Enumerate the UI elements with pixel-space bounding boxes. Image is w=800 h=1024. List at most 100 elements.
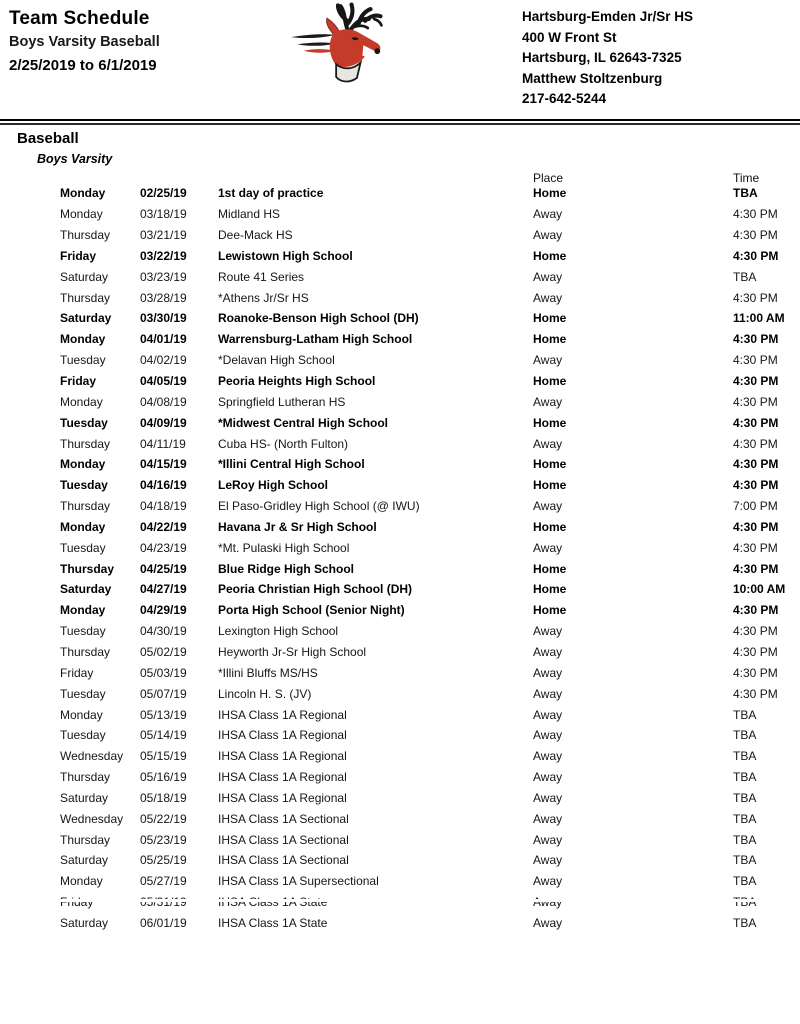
cell-time: 7:00 PM	[733, 499, 778, 514]
cell-date: 04/18/19	[140, 499, 187, 514]
cell-day: Friday	[60, 248, 97, 263]
cell-place: Away	[533, 853, 563, 868]
table-row: Thursday 04/11/19 Cuba HS- (North Fulton…	[0, 433, 800, 454]
cell-day: Friday	[60, 895, 94, 910]
table-row: Tuesday 04/30/19 Lexington High School A…	[0, 621, 800, 642]
table-row: Saturday 04/27/19 Peoria Christian High …	[0, 579, 800, 600]
cell-time: TBA	[733, 853, 757, 868]
page-title: Team Schedule	[9, 8, 150, 29]
cell-day: Saturday	[60, 582, 112, 597]
cell-date: 04/01/19	[140, 332, 187, 347]
cell-place: Home	[533, 478, 567, 493]
cell-date: 05/31/19	[140, 895, 187, 910]
cell-day: Tuesday	[60, 624, 106, 639]
cell-day: Saturday	[60, 311, 112, 326]
cell-place: Away	[533, 665, 563, 680]
cell-time: TBA	[733, 269, 757, 284]
cell-day: Saturday	[60, 853, 109, 868]
cell-date: 05/25/19	[140, 853, 187, 868]
cell-time: 4:30 PM	[733, 290, 778, 305]
cell-date: 05/23/19	[140, 832, 187, 847]
cell-place: Home	[533, 415, 567, 430]
cell-event: Peoria Heights High School	[218, 374, 376, 389]
table-row: Monday 03/18/19 Midland HS Away 4:30 PM	[0, 204, 800, 225]
stag-mascot-icon	[286, 0, 408, 86]
cell-place: Away	[533, 624, 563, 639]
cell-day: Monday	[60, 186, 106, 201]
cell-event: IHSA Class 1A Sectional	[218, 811, 349, 826]
cell-day: Monday	[60, 874, 103, 889]
cell-place: Home	[533, 332, 567, 347]
cell-event: Porta High School (Senior Night)	[218, 603, 405, 618]
cell-date: 04/08/19	[140, 394, 187, 409]
table-row: Monday 04/15/19 *Illini Central High Sch…	[0, 454, 800, 475]
cell-time: 4:30 PM	[733, 248, 779, 263]
table-row: Thursday 03/28/19 *Athens Jr/Sr HS Away …	[0, 287, 800, 308]
cell-time: TBA	[733, 874, 757, 889]
cell-event: IHSA Class 1A State	[218, 915, 328, 930]
cell-event: *Mt. Pulaski High School	[218, 540, 350, 555]
cell-time: 4:30 PM	[733, 686, 778, 701]
cell-time: 4:30 PM	[733, 374, 779, 389]
cell-day: Tuesday	[60, 353, 106, 368]
cell-event: Peoria Christian High School (DH)	[218, 582, 413, 597]
cell-day: Saturday	[60, 790, 109, 805]
cell-event: Dee-Mack HS	[218, 228, 293, 243]
cell-day: Thursday	[60, 228, 111, 243]
table-row: Thursday 05/23/19 IHSA Class 1A Sectiona…	[0, 829, 800, 850]
cell-event: *Illini Central High School	[218, 457, 365, 472]
table-row: Tuesday 04/23/19 *Mt. Pulaski High Schoo…	[0, 537, 800, 558]
cell-place: Away	[533, 269, 563, 284]
table-row: Monday 02/25/19 1st day of practice Home…	[0, 183, 800, 204]
cell-date: 03/28/19	[140, 290, 187, 305]
cell-date: 04/09/19	[140, 415, 187, 430]
header-divider	[0, 119, 800, 125]
cell-day: Monday	[60, 519, 106, 534]
cell-place: Away	[533, 790, 563, 805]
contact-name: Matthew Stoltzenburg	[522, 70, 663, 86]
table-row: Thursday 03/21/19 Dee-Mack HS Away 4:30 …	[0, 225, 800, 246]
cell-time: 4:30 PM	[733, 519, 779, 534]
cell-day: Wednesday	[60, 811, 124, 826]
cell-day: Thursday	[60, 561, 115, 576]
cell-time: 4:30 PM	[733, 394, 778, 409]
cell-event: *Athens Jr/Sr HS	[218, 290, 309, 305]
school-street: 400 W Front St	[522, 29, 617, 45]
cell-day: Monday	[60, 332, 106, 347]
team-heading: Boys Varsity	[37, 152, 113, 166]
schedule-table: Monday 02/25/19 1st day of practice Home…	[0, 183, 800, 933]
cell-time: TBA	[733, 811, 757, 826]
cell-place: Away	[533, 540, 563, 555]
cell-date: 03/22/19	[140, 248, 187, 263]
cell-day: Monday	[60, 457, 106, 472]
cell-event: LeRoy High School	[218, 478, 329, 493]
table-row: Tuesday 05/14/19 IHSA Class 1A Regional …	[0, 725, 800, 746]
cell-place: Home	[533, 582, 567, 597]
cell-date: 04/27/19	[140, 582, 187, 597]
cell-event: *Midwest Central High School	[218, 415, 389, 430]
cell-date: 05/22/19	[140, 811, 187, 826]
cell-time: 4:30 PM	[733, 228, 778, 243]
cell-place: Away	[533, 436, 563, 451]
cell-time: TBA	[733, 728, 757, 743]
cell-day: Thursday	[60, 499, 111, 514]
cell-place: Away	[533, 290, 563, 305]
cell-place: Away	[533, 686, 563, 701]
cell-date: 06/01/19	[140, 915, 187, 930]
cell-event: Roanoke-Benson High School (DH)	[218, 311, 419, 326]
cell-day: Tuesday	[60, 540, 106, 555]
table-row: Monday 05/27/19 IHSA Class 1A Supersecti…	[0, 871, 800, 892]
cell-date: 04/02/19	[140, 353, 187, 368]
cell-place: Away	[533, 353, 563, 368]
cell-place: Home	[533, 186, 567, 201]
table-row: Wednesday 05/22/19 IHSA Class 1A Section…	[0, 808, 800, 829]
cell-event: Havana Jr & Sr High School	[218, 519, 377, 534]
table-row: Friday 03/22/19 Lewistown High School Ho…	[0, 246, 800, 267]
cell-event: IHSA Class 1A Regional	[218, 749, 347, 764]
cell-time: 4:30 PM	[733, 332, 779, 347]
cell-date: 05/16/19	[140, 770, 187, 785]
cell-date: 04/11/19	[140, 436, 186, 451]
cell-event: Lincoln H. S. (JV)	[218, 686, 312, 701]
cell-time: TBA	[733, 707, 757, 722]
